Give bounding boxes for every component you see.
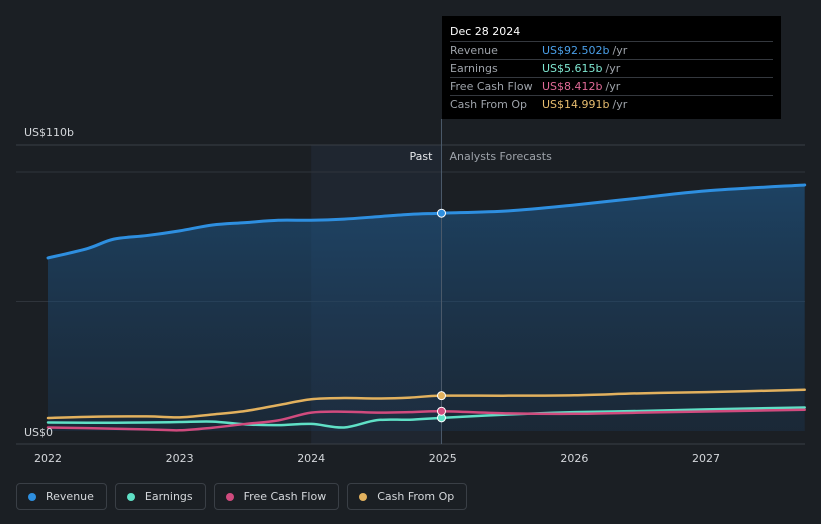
- tooltip-value: US$92.502b: [542, 44, 610, 57]
- legend-label: Revenue: [46, 490, 94, 503]
- legend-dot-icon: [126, 492, 135, 501]
- revenue-area: [48, 184, 805, 431]
- legend-dot-icon: [28, 492, 36, 501]
- tooltip-row-cfo: Cash From Op US$14.991b /yr: [450, 95, 773, 113]
- x-tick-label: 2026: [560, 452, 588, 465]
- fcf-line: [46, 408, 806, 432]
- legend-label: Cash From Op: [377, 490, 455, 503]
- tooltip-row-earnings: Earnings US$5.615b /yr: [450, 59, 773, 77]
- tooltip-unit: /yr: [605, 80, 621, 93]
- legend-item-earnings[interactable]: Earnings: [114, 483, 206, 510]
- x-tick-label: 2027: [692, 452, 720, 465]
- tooltip-unit: /yr: [605, 62, 621, 75]
- cfo-marker: [436, 391, 446, 401]
- tooltip-value: US$8.412b: [542, 80, 603, 93]
- legend-item-cfo[interactable]: Cash From Op: [347, 483, 468, 510]
- tooltip-label: Cash From Op: [450, 98, 528, 111]
- chart-legend: Revenue Earnings Free Cash Flow Cash Fro…: [16, 483, 468, 510]
- fcf-marker: [436, 406, 446, 416]
- x-tick-label: 2024: [297, 452, 325, 465]
- legend-label: Earnings: [144, 490, 193, 503]
- tooltip-unit: /yr: [612, 98, 628, 111]
- tooltip-date: Dec 28 2024: [450, 25, 521, 38]
- past-label: Past: [410, 150, 434, 163]
- legend-dot-icon: [225, 492, 234, 501]
- legend-dot-icon: [359, 492, 368, 501]
- legend-item-revenue[interactable]: Revenue: [16, 483, 107, 510]
- cfo-line: [46, 388, 806, 420]
- tooltip-value: US$5.615b: [542, 62, 603, 75]
- y-axis-top-label: US$110b: [24, 126, 74, 139]
- x-tick-label: 2025: [429, 452, 457, 465]
- tooltip-row-revenue: Revenue US$92.502b /yr: [450, 41, 773, 59]
- legend-label: Free Cash Flow: [243, 490, 327, 503]
- tooltip-panel: Dec 28 2024 Revenue US$92.502b /yr Earni…: [442, 16, 781, 119]
- tooltip-unit: /yr: [612, 44, 628, 57]
- y-axis-bottom-label: US$0: [24, 426, 53, 439]
- tooltip-label: Free Cash Flow: [450, 80, 533, 93]
- revenue-marker: [436, 208, 446, 218]
- tooltip-label: Earnings: [450, 62, 498, 75]
- tooltip-row-fcf: Free Cash Flow US$8.412b /yr: [450, 77, 773, 95]
- tooltip-label: Revenue: [450, 44, 498, 57]
- tooltip-value: US$14.991b: [542, 98, 610, 111]
- x-tick-label: 2023: [166, 452, 194, 465]
- revenue-line: [46, 183, 807, 260]
- x-tick-label: 2022: [34, 452, 62, 465]
- earnings-line: [46, 406, 806, 429]
- forecast-label: Analysts Forecasts: [449, 150, 552, 163]
- legend-item-fcf[interactable]: Free Cash Flow: [213, 483, 340, 510]
